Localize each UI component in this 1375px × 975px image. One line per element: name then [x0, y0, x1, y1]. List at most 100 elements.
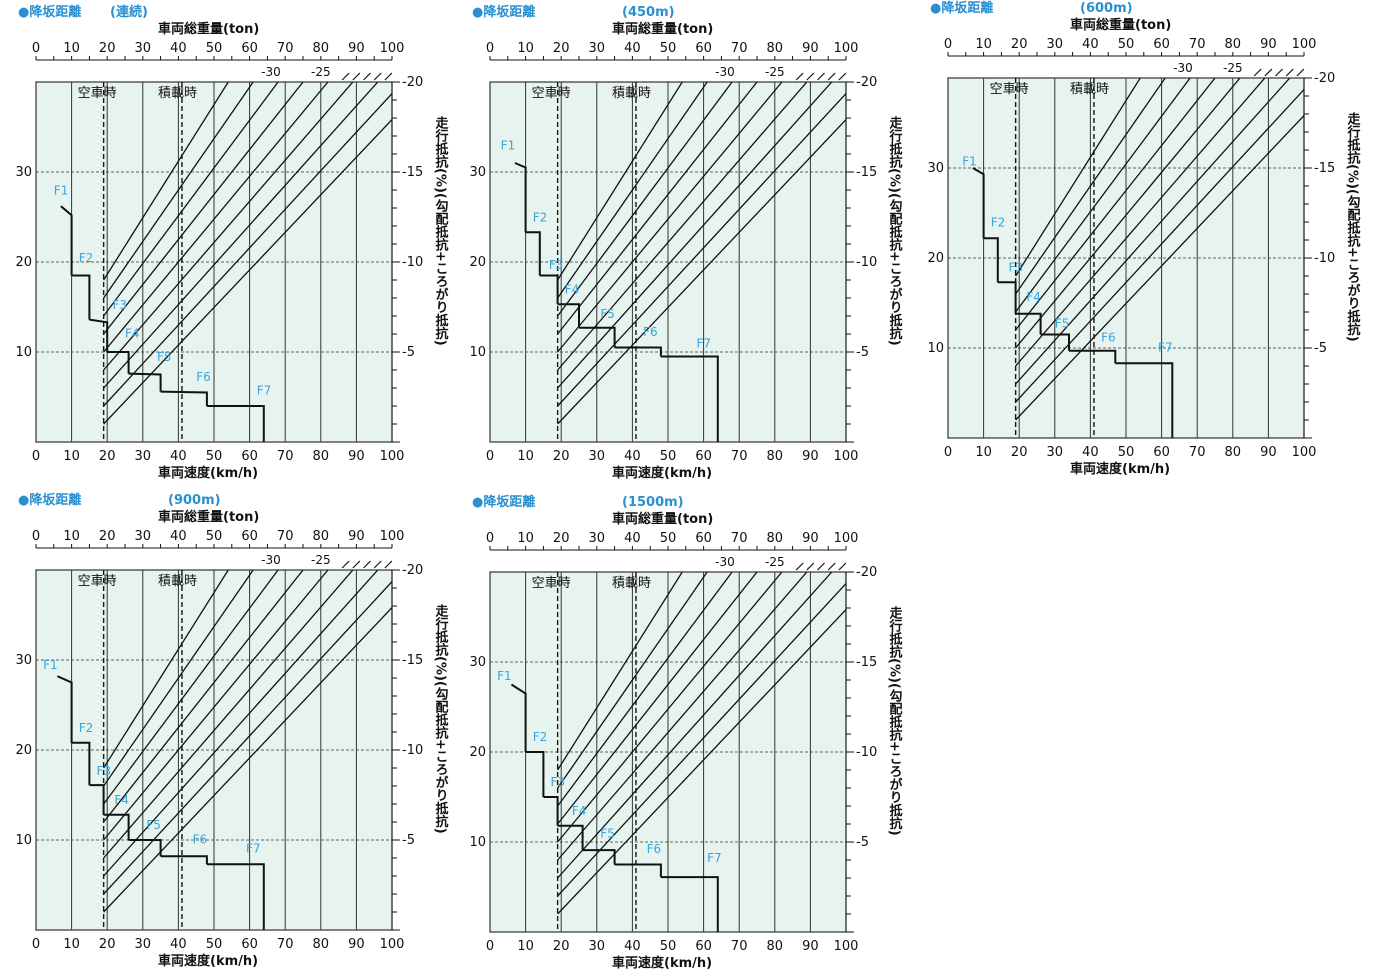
chart-subtitle: (450m): [622, 5, 675, 20]
resistance-line: [103, 82, 229, 281]
top-tick-label: 70: [277, 41, 294, 56]
x-tick-label: 100: [380, 937, 405, 952]
top-tick-label: 30: [135, 41, 152, 56]
top-tick-label: 30: [589, 41, 606, 56]
x-tick-label: 50: [1118, 445, 1135, 460]
resistance-line: [557, 92, 846, 407]
hatch-mark: [1285, 68, 1294, 77]
top-tick-label: 50: [660, 41, 677, 56]
x-tick-label: 80: [1225, 445, 1242, 460]
gear-label-f6: F6: [647, 842, 662, 856]
gear-label-f6: F6: [193, 833, 208, 847]
gear-curve-f4: [103, 813, 130, 840]
y-tick-label: 20: [15, 743, 32, 758]
plot-content: [36, 82, 392, 442]
loaded-marker-label: 積載時: [612, 576, 651, 591]
x-tick-label: 60: [1153, 445, 1170, 460]
x-tick-label: 10: [517, 449, 534, 464]
x-tick-label: 70: [277, 937, 294, 952]
y-tick-label: 20: [15, 255, 32, 270]
x-tick-label: 80: [313, 937, 330, 952]
top-tick-label: 60: [695, 531, 712, 546]
chart-svg: ●降坂距離 (連続) 車両総重量(ton) 0 10 20 30 40 50 60 70 80 90 10…: [15, 4, 449, 481]
gear-curve-f1: [972, 167, 985, 239]
chart-title: ●降坂距離: [472, 4, 535, 20]
hatch-mark: [373, 560, 382, 569]
resistance-top-tick-label: -25: [311, 553, 331, 567]
top-tick-label: 100: [834, 41, 859, 56]
top-tick-label: 80: [767, 41, 784, 56]
speed-axis-label: 車両速度(km/h): [158, 465, 258, 481]
hatch-mark: [806, 72, 815, 81]
x-tick-label: 100: [834, 939, 859, 954]
resistance-line: [1015, 88, 1304, 403]
gear-label-f2: F2: [533, 211, 548, 225]
resistance-line: [557, 572, 783, 843]
right-tick-label: -15: [1314, 161, 1335, 176]
x-tick-label: 10: [63, 937, 80, 952]
gear-curve-f1: [60, 205, 73, 276]
top-tick-label: 0: [32, 529, 40, 544]
x-tick-label: 30: [135, 449, 152, 464]
x-tick-label: 20: [99, 449, 116, 464]
gear-curve-f2: [71, 274, 91, 320]
hatch-mark: [341, 72, 350, 81]
chart-subtitle: (連続): [110, 4, 148, 20]
y-tick-label: 30: [927, 161, 944, 176]
resistance-line: [1015, 78, 1266, 367]
resistance-top-tick-label: -30: [715, 555, 735, 569]
loaded-marker-label: 積載時: [612, 86, 651, 101]
speed-axis-label: 車両速度(km/h): [612, 955, 712, 971]
x-tick-label: 90: [802, 449, 819, 464]
resistance-line: [557, 118, 846, 425]
x-tick-label: 80: [767, 449, 784, 464]
gear-curve-f1: [56, 675, 73, 743]
chart-subtitle: (1500m): [622, 495, 684, 510]
resistance-line: [557, 82, 808, 371]
gear-curve-f7: [660, 355, 719, 442]
x-tick-label: 90: [1260, 445, 1277, 460]
top-tick-label: 50: [660, 531, 677, 546]
x-tick-label: 40: [170, 937, 187, 952]
top-tick-label: 100: [834, 531, 859, 546]
top-tick-label: 60: [241, 41, 258, 56]
chart-subtitle: (600m): [1080, 1, 1133, 16]
y-tick-label: 20: [927, 251, 944, 266]
gear-curve-f2: [525, 751, 545, 797]
gear-label-f2: F2: [533, 730, 548, 744]
right-tick-label: -20: [856, 565, 877, 580]
y-tick-label: 10: [15, 833, 32, 848]
chart-panel-1500m: ●降坂距離 (1500m) 車両総重量(ton) 0 10 20 30 40 50 60 70 80 9…: [469, 490, 917, 975]
top-tick-label: 10: [63, 41, 80, 56]
gear-curve-f3: [89, 784, 105, 815]
empty-marker-label: 空車時: [78, 86, 117, 101]
x-tick-label: 40: [624, 449, 641, 464]
gross-weight-axis-label: 車両総重量(ton): [612, 21, 713, 37]
resistance-line: [557, 572, 758, 825]
gear-label-f5: F5: [146, 818, 161, 832]
plot-content: [490, 572, 846, 932]
x-tick-label: 70: [731, 449, 748, 464]
speed-axis-label: 車両速度(km/h): [612, 465, 712, 481]
gross-weight-axis-label: 車両総重量(ton): [158, 21, 259, 37]
top-tick-label: 30: [589, 531, 606, 546]
hatch-mark: [817, 562, 825, 571]
resistance-line: [1015, 78, 1166, 295]
x-tick-label: 10: [975, 445, 992, 460]
loaded-marker-label: 積載時: [1070, 82, 1109, 97]
top-tick-label: 90: [802, 41, 819, 56]
speed-axis-label: 車両速度(km/h): [158, 953, 258, 969]
x-tick-label: 50: [206, 937, 223, 952]
chart-title: ●降坂距離: [18, 492, 81, 508]
right-tick-label: -10: [1314, 251, 1335, 266]
gear-curve-f6: [614, 863, 662, 878]
gear-curve-f4: [1015, 312, 1042, 335]
resistance-line: [103, 82, 304, 335]
top-tick-label: 30: [135, 529, 152, 544]
empty-marker-label: 空車時: [532, 86, 571, 101]
hatch-mark: [838, 562, 847, 571]
gear-label-f4: F4: [114, 793, 129, 807]
top-tick-label: 90: [802, 531, 819, 546]
x-tick-label: 0: [944, 445, 952, 460]
top-tick-label: 0: [486, 41, 494, 56]
